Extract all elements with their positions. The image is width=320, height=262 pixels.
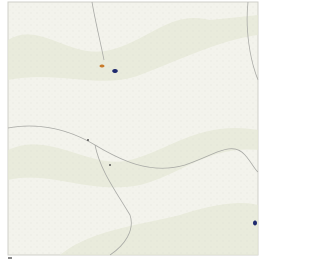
map [0,0,259,262]
marker [109,164,111,166]
marker [87,139,89,141]
marker [100,65,105,68]
terrain-texture [8,2,258,255]
page: (() => { const data = JSON.parse(documen… [0,0,259,262]
scale-icon [8,257,12,259]
marker [253,221,257,226]
marker [112,69,118,73]
